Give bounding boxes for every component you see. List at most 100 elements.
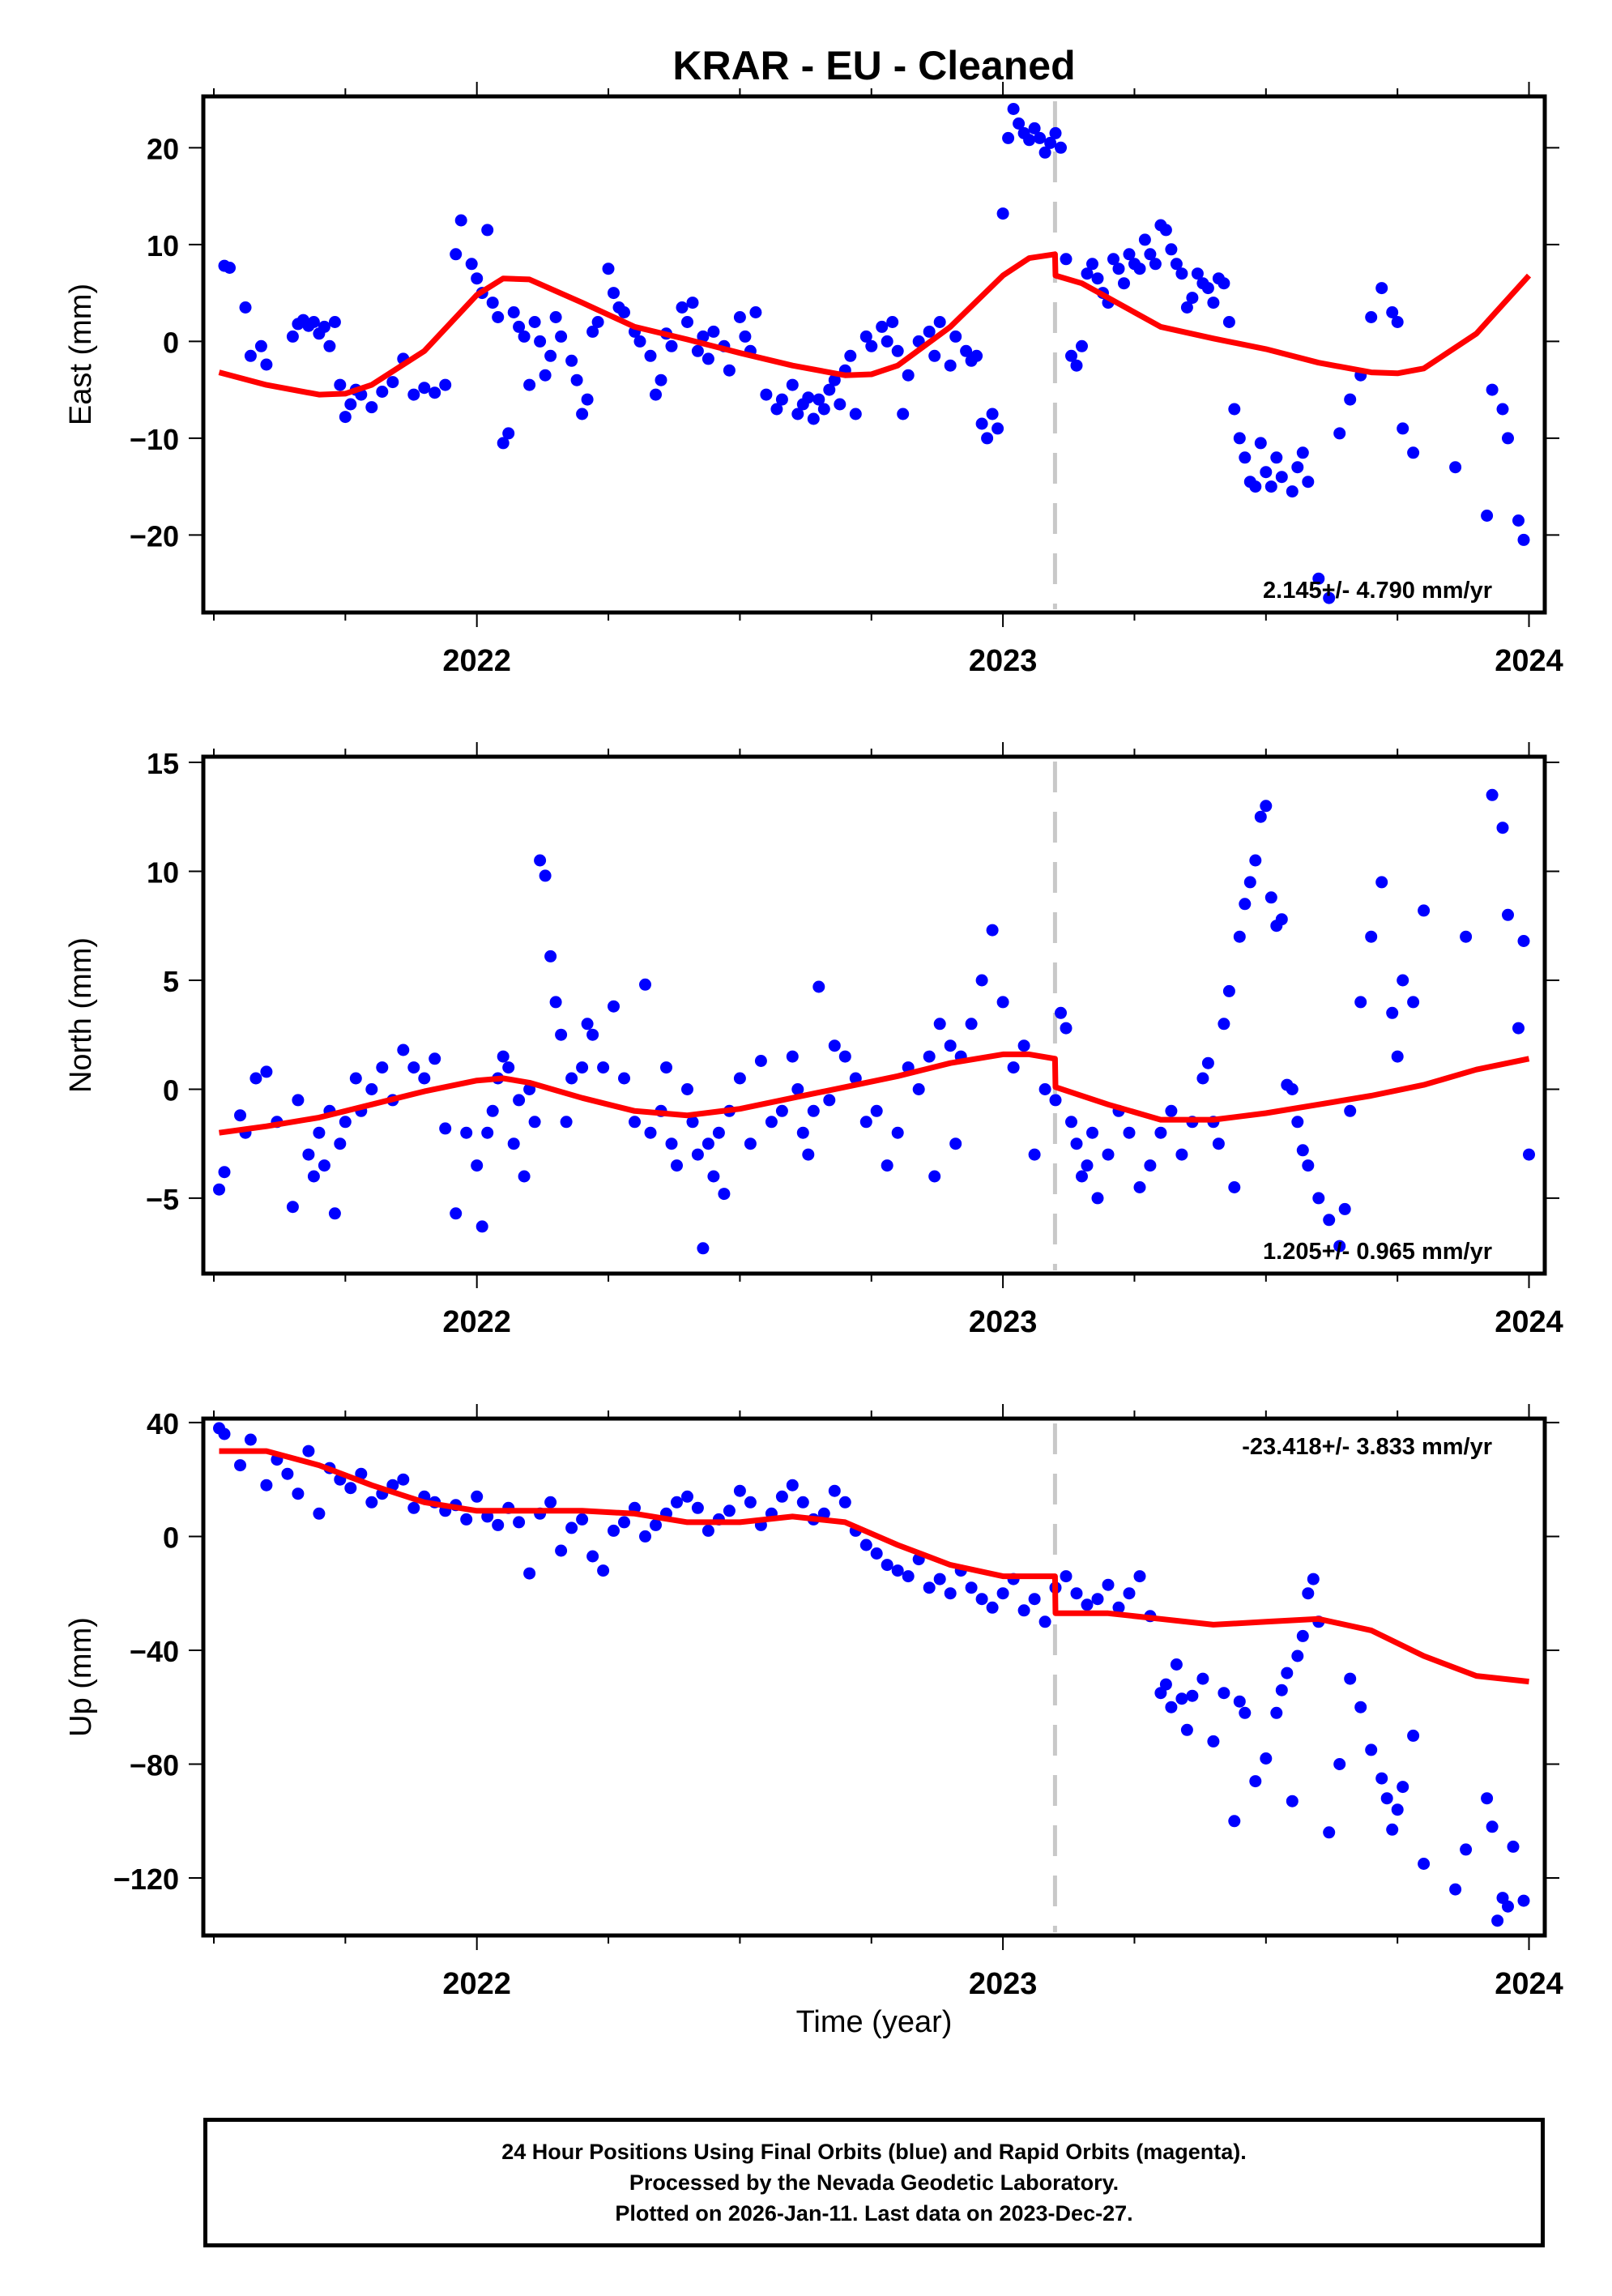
data-point <box>902 1570 915 1583</box>
model-curve <box>219 1051 1530 1136</box>
data-point <box>1296 1144 1309 1157</box>
velocity-label: 1.205+/- 0.965 mm/yr <box>1263 1239 1492 1265</box>
data-point <box>1038 1083 1051 1095</box>
data-point <box>870 1104 883 1117</box>
data-point <box>1333 427 1346 440</box>
data-point <box>691 1501 704 1514</box>
x-tick-label: 2024 <box>1495 1967 1563 2001</box>
x-axis-label: Time (year) <box>796 2005 953 2039</box>
data-point <box>723 364 736 377</box>
data-point <box>481 1126 494 1139</box>
data-point <box>523 378 536 391</box>
data-point <box>749 306 762 318</box>
data-point <box>570 373 583 386</box>
data-point <box>224 262 236 274</box>
data-point <box>986 408 999 420</box>
data-point <box>944 1039 957 1052</box>
data-point <box>376 386 389 398</box>
data-point <box>1170 258 1183 271</box>
data-point <box>460 1513 473 1526</box>
data-point <box>218 1428 231 1440</box>
data-point <box>365 1083 378 1095</box>
data-point <box>1076 339 1088 352</box>
y-tick-label: 5 <box>163 965 179 998</box>
data-point <box>1239 451 1252 464</box>
data-point <box>608 287 620 300</box>
data-point <box>1407 1729 1420 1742</box>
data-point <box>1243 876 1256 889</box>
data-point <box>407 388 420 401</box>
data-point <box>702 1137 714 1150</box>
data-point <box>650 388 662 401</box>
data-point <box>986 1601 999 1614</box>
time-series-chart: KRAR - EU - Cleaned 20 10 0 −10 −20 East (mm)… <box>64 43 1563 2039</box>
data-point <box>586 325 599 338</box>
data-point <box>765 1116 778 1129</box>
y-tick-label: 10 <box>147 229 179 262</box>
data-point <box>1086 258 1098 271</box>
data-point <box>1228 1181 1241 1193</box>
data-point <box>629 1116 641 1129</box>
data-point <box>1491 1914 1504 1927</box>
data-point <box>786 1479 799 1492</box>
data-point <box>723 1504 736 1517</box>
data-point <box>407 1501 420 1514</box>
data-point <box>1254 810 1267 823</box>
data-point <box>581 393 594 406</box>
y-tick-label: −20 <box>130 519 179 553</box>
data-point <box>1407 446 1420 459</box>
data-point <box>1323 1826 1336 1839</box>
data-point <box>1112 262 1125 275</box>
data-point <box>1502 908 1514 921</box>
data-point <box>1449 1883 1462 1896</box>
data-point <box>1354 1701 1367 1713</box>
data-point <box>1460 930 1473 943</box>
data-point <box>1196 1672 1209 1685</box>
data-point <box>807 1104 820 1117</box>
y-axis-label: East (mm) <box>64 284 98 425</box>
data-point <box>249 1072 262 1085</box>
data-point <box>849 408 862 420</box>
data-point <box>970 349 983 362</box>
data-point <box>318 320 331 333</box>
data-point <box>744 1496 757 1509</box>
data-point <box>733 1484 746 1497</box>
data-point <box>608 1524 620 1537</box>
data-point <box>791 1083 804 1095</box>
data-point <box>1302 1587 1315 1600</box>
data-point <box>1270 451 1283 464</box>
data-point <box>1081 1598 1094 1611</box>
data-point <box>1275 913 1288 926</box>
data-point <box>834 398 847 411</box>
data-point <box>996 207 1009 220</box>
data-point <box>665 1137 678 1150</box>
data-point <box>1365 311 1378 323</box>
data-point <box>881 1559 893 1572</box>
data-point <box>1270 1706 1283 1719</box>
data-point <box>828 373 841 386</box>
data-point <box>1264 480 1277 493</box>
data-point <box>1333 1758 1346 1770</box>
data-point <box>1249 480 1262 493</box>
x-tick-label: 2024 <box>1495 644 1563 678</box>
data-point <box>565 1521 578 1534</box>
data-point <box>691 1148 704 1161</box>
data-point <box>397 1043 410 1056</box>
data-point <box>591 316 604 328</box>
data-point <box>1260 1752 1273 1765</box>
data-point <box>923 1050 936 1063</box>
y-tick-label: −120 <box>113 1863 179 1896</box>
data-point <box>1507 1840 1520 1853</box>
data-point <box>891 1564 904 1577</box>
data-point <box>465 258 478 271</box>
data-point <box>897 408 910 420</box>
data-point <box>1365 930 1378 943</box>
data-point <box>712 1126 725 1139</box>
data-point <box>418 1072 431 1085</box>
data-point <box>891 344 904 357</box>
chart-title: KRAR - EU - Cleaned <box>672 43 1075 88</box>
data-point <box>775 1490 788 1503</box>
y-axis-label: Up (mm) <box>64 1617 98 1737</box>
data-point <box>475 1220 488 1233</box>
data-point <box>244 1433 257 1446</box>
